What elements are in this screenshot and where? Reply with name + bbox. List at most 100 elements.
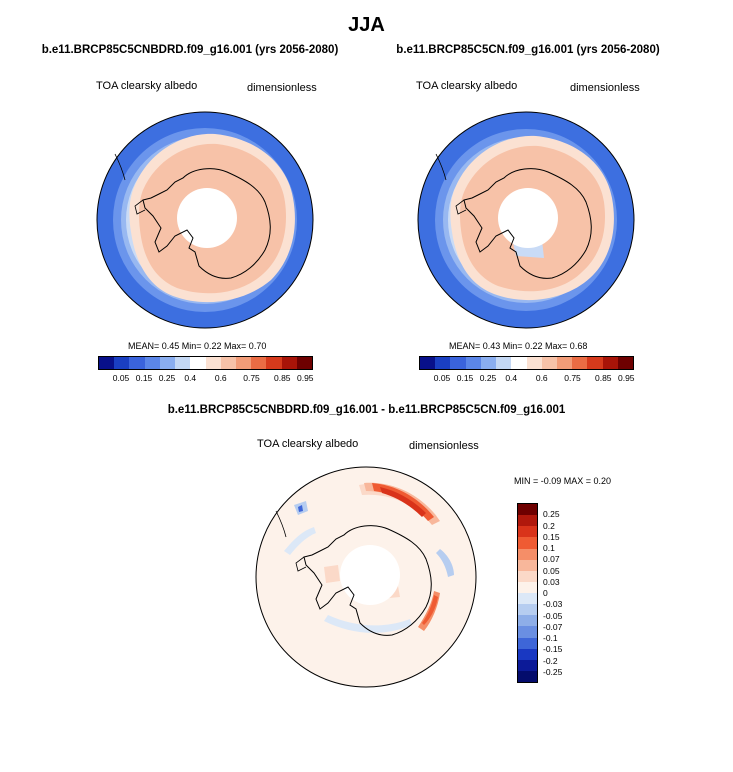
colorbar-tick: 0.75 (243, 373, 260, 383)
panel2-case-title: b.e11.BRCP85C5CN.f09_g16.001 (yrs 2056-2… (396, 44, 660, 56)
colorbar-tick: 0 (543, 588, 548, 598)
colorbar-tick: 0.03 (543, 576, 560, 587)
colorbar-swatch (511, 357, 527, 369)
colorbar-swatch (518, 659, 537, 671)
colorbar-tick: 0.07 (543, 554, 560, 565)
diff-colorbar (517, 503, 538, 683)
colorbar-swatch (465, 357, 481, 369)
colorbar-tick: -0.25 (543, 666, 563, 677)
colorbar-swatch (518, 670, 537, 682)
panel1-stats: MEAN= 0.45 Min= 0.22 Max= 0.70 (128, 341, 267, 351)
diff-title: b.e11.BRCP85C5CNBDRD.f09_g16.001 - b.e11… (167, 404, 566, 416)
panel1-case-title: b.e11.BRCP85C5CNBDRD.f09_g16.001 (yrs 20… (41, 44, 339, 56)
diff-polar-map (255, 466, 477, 688)
colorbar-tick: -0.05 (543, 610, 563, 621)
colorbar-tick: -0.1 (543, 633, 558, 643)
panel1-polar-map (96, 111, 314, 329)
panel2-colorbar-ticks: 0.05 0.15 0.25 0.4 0.6 0.75 0.85 0.95 (419, 373, 635, 385)
panel2-stats: MEAN= 0.43 Min= 0.22 Max= 0.68 (449, 341, 588, 351)
colorbar-swatch (518, 581, 537, 593)
colorbar-swatch (518, 626, 537, 638)
panel2-antarctica-outline (463, 168, 592, 279)
colorbar-swatch (296, 357, 313, 369)
panel1-antarctica-outline (142, 168, 271, 279)
panel2-units-label: dimensionless (570, 82, 640, 94)
colorbar-swatch (251, 357, 267, 369)
colorbar-swatch (617, 357, 634, 369)
colorbar-tick: 0.75 (564, 373, 581, 383)
colorbar-swatch (602, 357, 618, 369)
colorbar-swatch (450, 357, 466, 369)
colorbar-swatch (541, 357, 557, 369)
colorbar-tick: -0.2 (543, 655, 558, 666)
colorbar-tick: 0.6 (535, 373, 548, 383)
colorbar-swatch (496, 357, 512, 369)
colorbar-tick: 0.85 (594, 373, 612, 383)
panel1-colorbar (98, 356, 313, 370)
colorbar-tick: 0.85 (273, 373, 291, 383)
colorbar-swatch (518, 570, 537, 582)
colorbar-swatch (190, 357, 206, 369)
colorbar-swatch (435, 357, 451, 369)
panel1-colorbar-ticks: 0.05 0.15 0.25 0.4 0.6 0.75 0.85 0.95 (98, 373, 314, 385)
colorbar-swatch (159, 357, 176, 369)
colorbar-swatch (518, 615, 537, 627)
colorbar-swatch (129, 357, 145, 369)
colorbar-swatch (114, 357, 130, 369)
colorbar-tick: 0.4 (184, 373, 197, 383)
colorbar-swatch (518, 559, 537, 571)
colorbar-tick: 0.15 (135, 373, 153, 383)
panel2-polar-map (417, 111, 635, 329)
colorbar-swatch (420, 357, 436, 369)
panel2-variable-label: TOA clearsky albedo (416, 80, 518, 92)
colorbar-swatch (518, 526, 537, 538)
colorbar-swatch (480, 357, 497, 369)
colorbar-swatch (281, 357, 297, 369)
panel1-units-label: dimensionless (247, 82, 317, 94)
panel1-variable-label: TOA clearsky albedo (96, 80, 198, 92)
panel2-colorbar (419, 356, 634, 370)
colorbar-tick: 0.05 (433, 373, 451, 383)
colorbar-swatch (587, 357, 603, 369)
colorbar-swatch (518, 637, 537, 649)
colorbar-swatch (556, 357, 573, 369)
colorbar-swatch (572, 357, 588, 369)
colorbar-tick: 0.95 (296, 373, 314, 383)
colorbar-swatch (518, 648, 537, 660)
diff-units-label: dimensionless (409, 440, 479, 452)
season-title: JJA (348, 14, 385, 36)
colorbar-tick: -0.15 (543, 644, 563, 655)
colorbar-tick: 0.25 (543, 509, 560, 520)
colorbar-swatch (518, 548, 537, 560)
colorbar-swatch (175, 357, 191, 369)
colorbar-swatch (205, 357, 221, 369)
colorbar-tick: -0.07 (543, 621, 563, 632)
diff-variable-label: TOA clearsky albedo (257, 438, 359, 450)
colorbar-swatch (144, 357, 160, 369)
colorbar-swatch (518, 604, 537, 616)
colorbar-swatch (235, 357, 252, 369)
colorbar-tick: 0.1 (543, 543, 555, 553)
colorbar-swatch (518, 515, 537, 527)
colorbar-tick: 0.05 (112, 373, 130, 383)
colorbar-swatch (99, 357, 115, 369)
colorbar-tick: 0.15 (543, 531, 560, 542)
colorbar-tick: 0.05 (543, 565, 560, 576)
colorbar-tick: 0.6 (214, 373, 227, 383)
diff-antarctica-outline (303, 525, 432, 636)
colorbar-swatch (220, 357, 236, 369)
colorbar-tick: -0.03 (543, 599, 563, 610)
colorbar-swatch (518, 593, 537, 605)
colorbar-tick: 0.4 (505, 373, 518, 383)
colorbar-swatch (526, 357, 542, 369)
colorbar-tick: 0.25 (479, 373, 497, 383)
diff-minmax: MIN = -0.09 MAX = 0.20 (514, 476, 612, 486)
colorbar-tick: 0.15 (456, 373, 474, 383)
colorbar-swatch (518, 504, 537, 516)
colorbar-tick: 0.2 (543, 520, 555, 531)
colorbar-tick: 0.25 (158, 373, 176, 383)
colorbar-swatch (266, 357, 282, 369)
colorbar-swatch (518, 537, 537, 549)
colorbar-tick: 0.95 (617, 373, 635, 383)
diff-colorbar-ticks: 0.25 0.2 0.15 0.1 0.07 0.05 0.03 0 -0.03… (543, 503, 583, 683)
